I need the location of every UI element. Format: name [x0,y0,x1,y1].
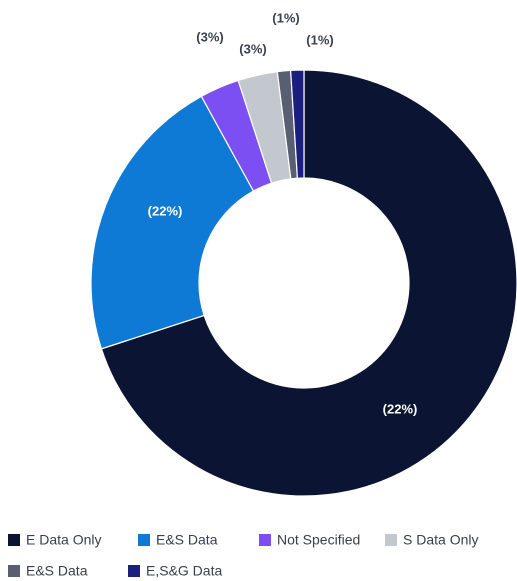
legend-label: E&S Data [156,532,218,548]
donut-slice [90,95,255,350]
legend-label: S Data Only [403,532,478,548]
data-label: (22%) [383,401,418,416]
donut-slice [100,69,517,497]
donut-slice [289,69,305,179]
data-label: (3%) [239,41,266,56]
legend-swatch [128,565,140,577]
data-label: (3%) [196,29,223,44]
legend-swatch [8,565,20,577]
legend-swatch [8,534,20,546]
legend-swatch [259,534,271,546]
legend-label: E&S Data [26,563,88,579]
legend-swatch [385,534,397,546]
legend-label: E,S&G Data [146,563,222,579]
data-label: (22%) [148,203,183,218]
legend-label: E Data Only [26,532,101,548]
data-label: (1%) [306,32,333,47]
legend-swatch [138,534,150,546]
data-label: (1%) [272,10,299,25]
legend-label: Not Specified [277,532,360,548]
